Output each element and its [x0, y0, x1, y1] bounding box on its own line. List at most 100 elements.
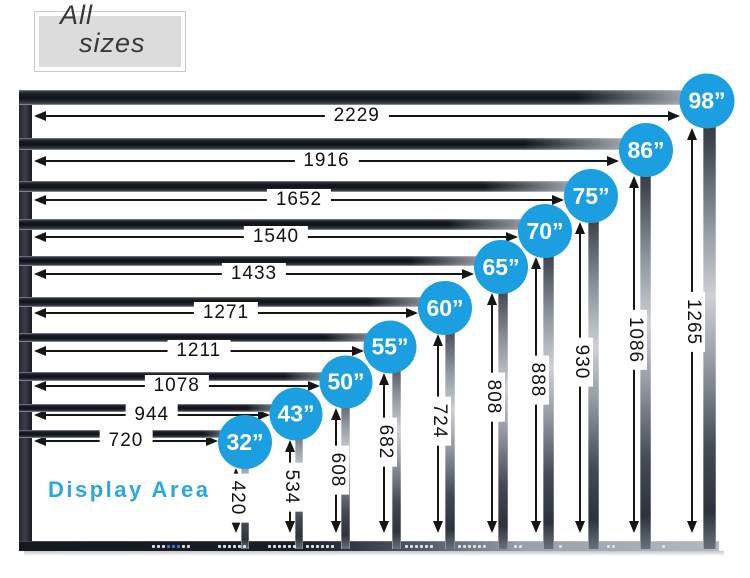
bottom-port-dot — [278, 545, 281, 548]
arrowhead-right-icon — [206, 436, 218, 446]
bottom-port-dot — [662, 545, 665, 548]
arrowhead-down-icon — [629, 521, 639, 533]
width-label: 944 — [125, 404, 179, 426]
right-bezel — [391, 333, 401, 549]
bottom-port-dot — [430, 545, 433, 548]
bottom-port-dot — [425, 545, 428, 548]
width-arrow — [34, 232, 518, 242]
width-label: 2229 — [324, 105, 389, 127]
height-arrow — [687, 127, 697, 533]
bottom-port-dot — [243, 545, 246, 548]
bottom-port-dot — [268, 545, 271, 548]
size-badge-43: 43” — [269, 387, 323, 441]
height-label: 808 — [481, 372, 505, 422]
right-bezel — [445, 297, 455, 549]
arrowhead-up-icon — [285, 439, 295, 452]
bottom-port-dot — [167, 545, 170, 548]
bottom-port-dot — [293, 545, 296, 548]
height-label: 608 — [325, 445, 349, 495]
all-sizes-line2: sizes — [79, 28, 146, 58]
arrowhead-right-icon — [351, 346, 364, 356]
height-arrow — [231, 468, 241, 533]
bottom-port-dot — [238, 545, 241, 548]
bottom-port-dot — [410, 545, 413, 548]
arrowhead-right-icon — [257, 410, 270, 420]
height-arrow — [629, 176, 639, 533]
height-label: 888 — [525, 355, 549, 405]
all-sizes-line1: All — [60, 0, 94, 30]
bottom-port-dot — [483, 545, 486, 548]
right-bezel — [542, 219, 554, 549]
width-arrow — [34, 346, 364, 356]
arrowhead-left-icon — [34, 308, 46, 318]
bottom-port-dot — [182, 545, 185, 548]
width-arrow — [34, 308, 418, 318]
arrowhead-right-icon — [307, 381, 320, 391]
bottom-port-dot — [473, 545, 476, 548]
bottom-port-dot — [468, 545, 471, 548]
height-arrow — [487, 293, 497, 533]
bottom-port-dot — [405, 545, 408, 548]
top-bezel — [19, 404, 303, 412]
right-bezel — [702, 90, 716, 549]
top-bezel — [19, 90, 716, 105]
arrowhead-left-icon — [34, 410, 46, 420]
arrowhead-down-icon — [331, 521, 341, 533]
arrowhead-down-icon — [487, 521, 497, 533]
bottom-port-dot — [187, 545, 190, 548]
arrowhead-left-icon — [34, 269, 46, 279]
display-area-label: Display Area — [48, 477, 211, 502]
bottom-port-dot — [514, 545, 517, 548]
bottom-port-dot — [157, 545, 160, 548]
height-arrow — [285, 439, 295, 533]
arrowhead-down-icon — [687, 521, 697, 533]
arrowhead-down-icon — [379, 521, 389, 533]
width-label: 720 — [99, 430, 153, 452]
width-arrow — [34, 381, 320, 391]
arrowhead-right-icon — [506, 232, 518, 242]
bottom-port-dot — [283, 545, 286, 548]
right-bezel — [639, 138, 651, 549]
width-label: 1433 — [221, 263, 287, 285]
size-badge-98: 98” — [679, 73, 735, 129]
bottom-port-dot — [152, 545, 155, 548]
arrowhead-left-icon — [34, 346, 46, 356]
arrowhead-up-icon — [331, 407, 341, 420]
size-badge-32: 32” — [218, 415, 272, 469]
bottom-port-dot — [306, 545, 309, 548]
left-bezel — [19, 90, 32, 551]
bottom-port-dot — [478, 545, 481, 548]
bottom-port-dot — [519, 545, 522, 548]
arrowhead-left-icon — [34, 381, 46, 391]
arrowhead-up-icon — [531, 257, 541, 269]
height-label: 420 — [225, 473, 249, 523]
height-arrow — [433, 334, 443, 533]
arrowhead-down-icon — [433, 521, 443, 533]
bottom-port-dot — [559, 545, 562, 548]
height-label: 1086 — [623, 309, 647, 371]
bottom-port-dot — [162, 545, 165, 548]
bottom-port-dot — [331, 545, 334, 548]
height-label: 930 — [569, 337, 593, 387]
bottom-port-dot — [415, 545, 418, 548]
top-bezel — [19, 219, 554, 230]
width-label: 1078 — [144, 375, 209, 397]
bottom-port-dot — [326, 545, 329, 548]
size-badge-60: 60” — [418, 281, 472, 335]
width-arrow — [34, 269, 474, 279]
width-arrow — [34, 436, 218, 446]
size-badge-50: 50” — [319, 355, 373, 409]
width-arrow — [34, 195, 564, 205]
top-bezel — [19, 297, 455, 307]
arrowhead-left-icon — [34, 195, 46, 205]
all-sizes-box-fill — [39, 16, 181, 67]
bottom-port-dot — [273, 545, 276, 548]
bottom-port-dot — [420, 545, 423, 548]
top-bezel — [19, 430, 249, 438]
arrowhead-right-icon — [552, 195, 564, 205]
height-arrow — [331, 407, 341, 533]
arrowhead-down-icon — [285, 521, 295, 533]
bottom-port-dot — [612, 545, 615, 548]
width-arrow — [34, 111, 680, 121]
